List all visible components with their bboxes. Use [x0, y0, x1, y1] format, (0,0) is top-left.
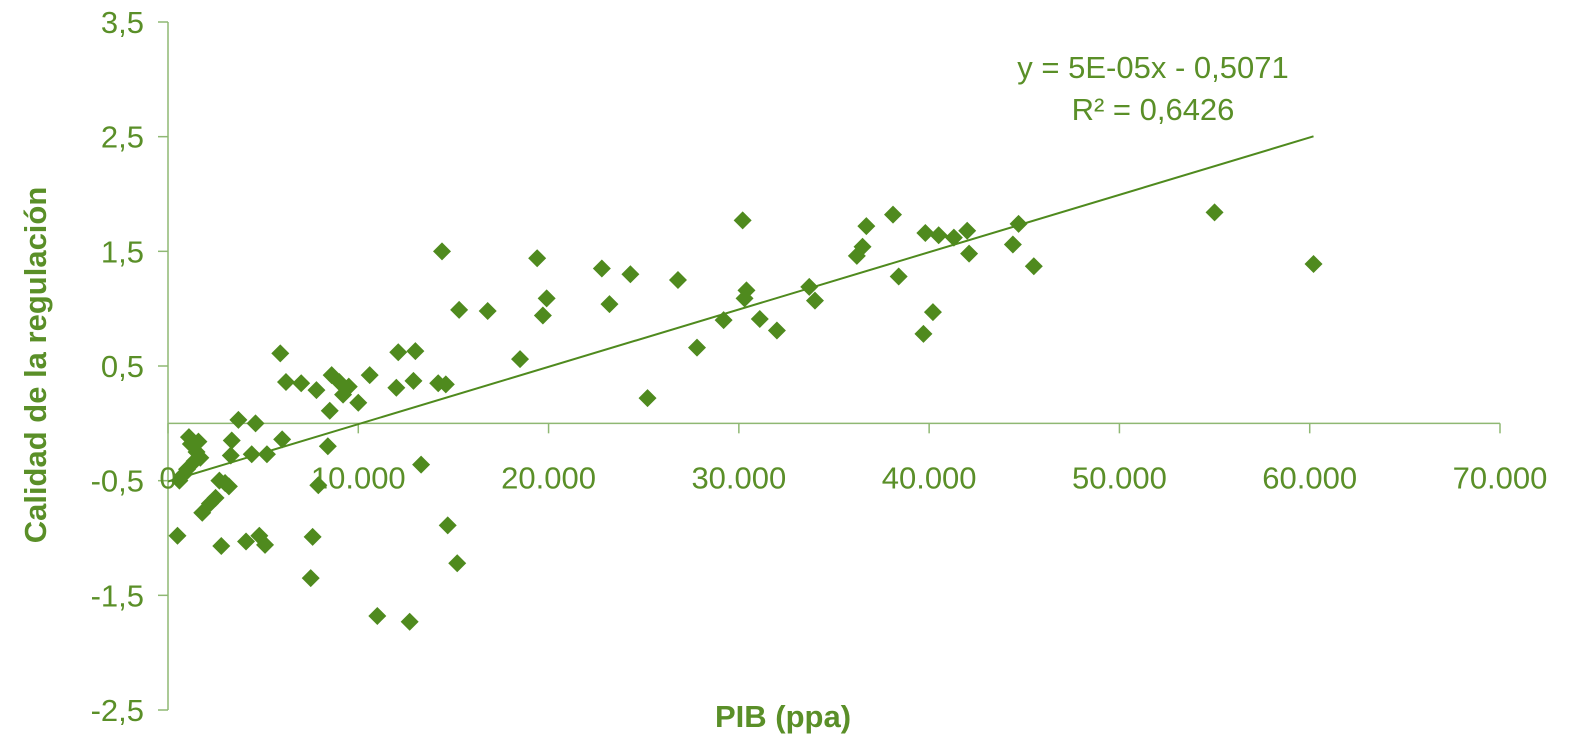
data-point [800, 277, 819, 296]
data-point [389, 343, 408, 362]
data-point [242, 445, 261, 464]
y-tick-label: 0,5 [101, 349, 144, 384]
x-axis-title: PIB (ppa) [715, 699, 851, 734]
y-tick-label: 3,5 [101, 5, 144, 40]
data-point [271, 344, 290, 363]
data-point [349, 393, 368, 412]
data-point [436, 375, 455, 394]
data-point [450, 300, 469, 319]
data-point [1024, 257, 1043, 276]
data-point [621, 265, 640, 284]
x-axis-ticks: 0 10.000 20.000 30.000 40.000 50.000 60.000 70.… [159, 423, 1547, 495]
x-tick-label: 10.000 [311, 460, 406, 495]
data-point [303, 527, 322, 546]
data-point [960, 244, 979, 263]
data-point [406, 342, 425, 361]
data-point [853, 237, 872, 256]
y-tick-label: 1,5 [101, 234, 144, 269]
data-point [400, 612, 419, 631]
data-point [889, 267, 908, 286]
y-tick-label: -1,5 [91, 578, 144, 613]
data-point [448, 554, 467, 573]
data-point [923, 303, 942, 322]
data-point [320, 401, 339, 420]
data-point [857, 217, 876, 236]
data-points [168, 203, 1323, 631]
data-point [511, 350, 530, 369]
axes [167, 22, 1500, 710]
x-tick-label: 50.000 [1072, 460, 1167, 495]
trendline-r2-label: R² = 0,6426 [1072, 92, 1235, 127]
data-point [221, 446, 240, 465]
data-point [668, 271, 687, 289]
data-point [229, 410, 248, 429]
trendline-equation-label: y = 5E-05x - 0,5071 [1017, 50, 1288, 85]
data-point [360, 366, 379, 385]
data-point [600, 295, 619, 314]
data-point [222, 431, 241, 450]
trendline [167, 135, 1314, 483]
data-point [191, 448, 210, 467]
x-tick-label: 70.000 [1453, 460, 1548, 495]
data-point [168, 526, 187, 545]
data-point [301, 569, 320, 588]
data-point [404, 371, 423, 390]
data-point [916, 223, 935, 242]
data-point [309, 476, 328, 495]
data-point [533, 306, 552, 325]
data-point [958, 221, 977, 240]
data-point [206, 488, 225, 507]
data-point [237, 532, 256, 551]
data-point [387, 378, 406, 397]
data-point [883, 205, 902, 224]
x-tick-label: 30.000 [691, 460, 786, 495]
data-point [914, 324, 933, 343]
data-point [733, 211, 752, 230]
data-point [944, 228, 963, 247]
data-point [219, 477, 238, 496]
data-point [368, 606, 387, 625]
data-point [433, 242, 452, 261]
data-point [528, 249, 547, 268]
data-point [246, 414, 265, 433]
data-point [212, 537, 231, 556]
data-point [767, 321, 786, 340]
x-tick-label: 40.000 [882, 460, 977, 495]
x-tick-label: 60.000 [1262, 460, 1357, 495]
data-point [438, 516, 457, 535]
data-point [318, 437, 337, 456]
x-tick-label: 0 [159, 460, 176, 495]
data-point [1304, 254, 1323, 273]
data-point [805, 291, 824, 310]
data-point [929, 226, 948, 245]
data-point [1009, 214, 1028, 233]
y-tick-label: -2,5 [91, 693, 144, 728]
x-tick-label: 20.000 [501, 460, 596, 495]
data-point [1003, 235, 1022, 254]
data-point [537, 289, 556, 308]
data-point [687, 338, 706, 357]
data-point [592, 259, 611, 278]
data-point [276, 373, 295, 392]
data-point [339, 377, 358, 396]
data-point [273, 430, 292, 449]
data-point [189, 432, 208, 451]
data-point [1205, 203, 1224, 222]
y-axis-title: Calidad de la regulación [18, 187, 53, 544]
data-point [737, 281, 756, 300]
y-tick-label: 2,5 [101, 120, 144, 155]
data-point [412, 455, 431, 474]
data-point [478, 301, 497, 320]
data-point [307, 381, 326, 400]
data-point [256, 535, 275, 554]
y-axis-ticks: 3,5 2,5 1,5 0,5 -0,5 -1,5 -2,5 [91, 5, 168, 728]
data-point [750, 309, 769, 328]
data-point [638, 389, 657, 408]
y-tick-label: -0,5 [91, 464, 144, 499]
data-point [292, 374, 311, 393]
